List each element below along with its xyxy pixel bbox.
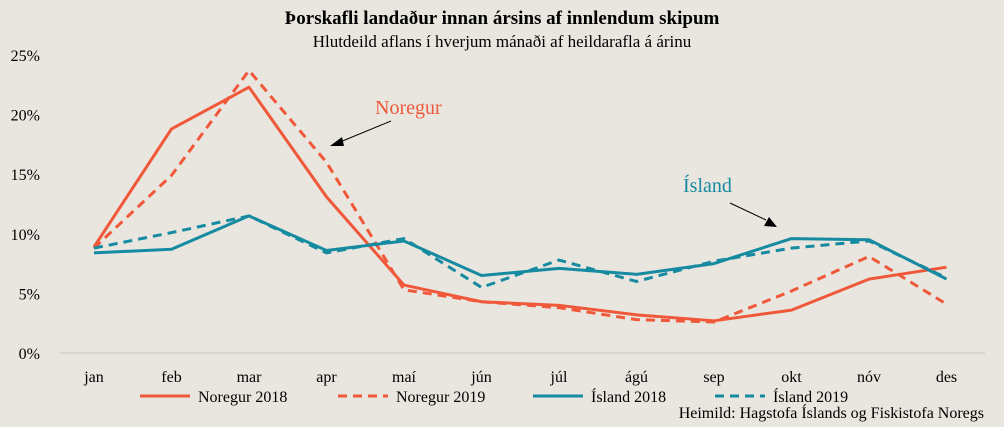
y-tick-label: 10% — [11, 227, 40, 244]
x-tick-label: ágú — [625, 369, 648, 386]
chart-subtitle: Hlutdeild aflans í hverjum mánaði af hei… — [313, 32, 692, 51]
annotation-arrow-noregur — [339, 120, 392, 143]
legend-label: Ísland 2019 — [773, 387, 848, 406]
series-line-ísland-2019 — [93, 214, 948, 289]
y-tick-label: 5% — [19, 286, 40, 303]
x-tick-label: júl — [550, 369, 568, 386]
chart-title: Þorskafli landaður innan ársins af innle… — [285, 8, 720, 29]
annotation-arrow-island — [729, 202, 767, 221]
y-tick-label: 20% — [11, 108, 40, 125]
x-tick-label: maí — [392, 369, 417, 386]
x-tick-label: apr — [316, 369, 337, 386]
x-tick-label: jan — [83, 369, 104, 386]
series-line-ísland-2018 — [93, 214, 948, 281]
source-note: Heimild: Hagstofa Íslands og Fiskistofa … — [679, 403, 984, 422]
legend-label: Noregur 2018 — [198, 389, 287, 406]
arrowhead-icon — [764, 217, 777, 227]
annotation-noregur: Noregur — [375, 97, 442, 119]
y-tick-label: 0% — [19, 346, 40, 363]
x-tick-label: feb — [161, 369, 181, 386]
series-line-noregur-2018 — [92, 85, 947, 323]
y-tick-label: 15% — [11, 167, 40, 184]
legend-label: Ísland 2018 — [591, 387, 666, 406]
x-tick-label: jún — [470, 369, 491, 386]
x-tick-label: okt — [781, 369, 802, 386]
x-tick-label: des — [936, 369, 957, 386]
arrowhead-icon — [330, 137, 344, 146]
y-tick-label: 25% — [11, 48, 40, 65]
x-tick-label: sep — [703, 369, 724, 386]
series-line-noregur-2019 — [92, 68, 948, 324]
annotation-island: Ísland — [683, 174, 732, 197]
x-tick-label: mar — [237, 369, 263, 386]
legend-label: Noregur 2019 — [396, 389, 485, 406]
x-tick-label: nóv — [857, 369, 881, 386]
